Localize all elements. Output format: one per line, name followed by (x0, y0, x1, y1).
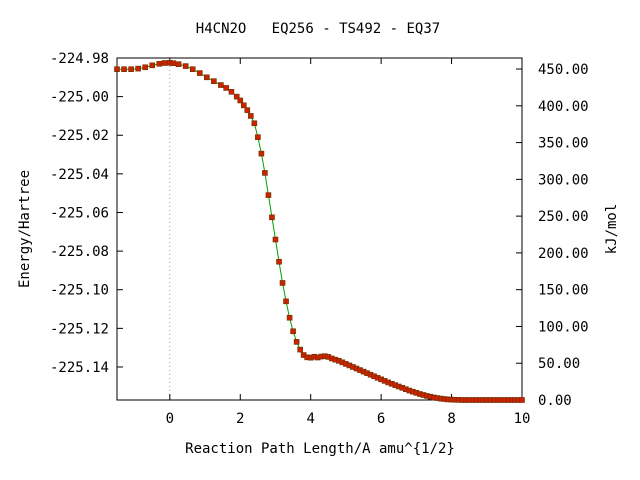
data-point (233, 93, 240, 100)
x-tick-label: 0 (166, 411, 174, 427)
y2-tick-label: 400.00 (538, 99, 589, 115)
x-tick-label: 10 (514, 411, 531, 427)
y2-tick-label: 0.00 (538, 393, 572, 409)
y-tick-label: -225.14 (50, 360, 109, 376)
data-point (290, 328, 296, 335)
y-axis-ticks: -224.98 -225.00 -225.02 -225.04 -225.06 -225.… (50, 51, 123, 376)
data-point (149, 62, 156, 69)
data-point (244, 107, 251, 113)
energy-curve (117, 62, 522, 401)
x-axis-label: Reaction Path Length/A amu^{1/2} (185, 441, 455, 457)
y2-tick-label: 200.00 (538, 246, 589, 262)
data-point (519, 397, 525, 403)
y2-tick-label: 100.00 (538, 319, 589, 335)
data-point (156, 60, 163, 67)
plot-frame (116, 57, 523, 401)
x-tick-label: 4 (306, 411, 314, 427)
data-point (189, 66, 196, 72)
y-tick-label: -225.10 (50, 283, 109, 299)
data-point (276, 258, 282, 265)
y-tick-label: -225.04 (50, 167, 109, 183)
y2-tick-label: 50.00 (538, 356, 580, 372)
data-point (128, 66, 134, 72)
chart-title: H4CN2O EQ256 - TS492 - EQ37 (196, 21, 440, 37)
data-point (204, 74, 210, 81)
y-tick-label: -225.08 (50, 244, 109, 260)
y2-tick-label: 300.00 (538, 172, 589, 188)
y2-tick-label: 450.00 (538, 62, 589, 78)
data-point (297, 346, 303, 353)
data-point (258, 150, 265, 157)
data-point (255, 134, 261, 140)
data-point (175, 61, 182, 67)
data-point (196, 70, 203, 76)
data-point (170, 60, 177, 67)
data-point (272, 236, 279, 243)
data-point (211, 78, 217, 84)
data-point (228, 88, 235, 95)
y-tick-label: -224.98 (50, 51, 109, 67)
data-point (262, 170, 268, 176)
data-point (279, 280, 286, 286)
data-point (182, 63, 189, 69)
y-tick-label: -225.00 (50, 90, 109, 106)
data-point (248, 113, 254, 119)
y-tick-label: -225.06 (50, 205, 109, 221)
data-point (218, 82, 224, 88)
x-axis-ticks: 0 2 4 6 8 10 (166, 58, 531, 427)
data-point (293, 339, 300, 345)
data-point (114, 66, 120, 72)
x-tick-label: 6 (377, 411, 385, 427)
y2-axis-label: kJ/mol (604, 204, 620, 255)
data-point (269, 214, 275, 221)
data-point (142, 64, 148, 71)
y-axis-label: Energy/Hartree (17, 170, 33, 288)
data-point (265, 192, 272, 198)
y2-tick-label: 250.00 (538, 209, 589, 225)
data-point (135, 65, 141, 72)
y2-tick-label: 350.00 (538, 136, 589, 152)
data-point (121, 66, 127, 72)
data-point (237, 97, 244, 104)
data-point (161, 60, 168, 66)
data-point (286, 314, 293, 321)
y-tick-label: -225.12 (50, 321, 109, 337)
data-point (283, 298, 289, 305)
x-tick-label: 8 (447, 411, 455, 427)
y2-tick-label: 150.00 (538, 283, 589, 299)
data-point (223, 85, 229, 91)
y2-axis-ticks: 0.00 50.00 100.00 150.00 200.00 250.00 300.00 3… (516, 62, 589, 409)
x-tick-label: 2 (236, 411, 244, 427)
data-point (251, 120, 258, 127)
data-points (114, 60, 525, 403)
data-point (240, 102, 247, 109)
y-tick-label: -225.02 (50, 128, 109, 144)
